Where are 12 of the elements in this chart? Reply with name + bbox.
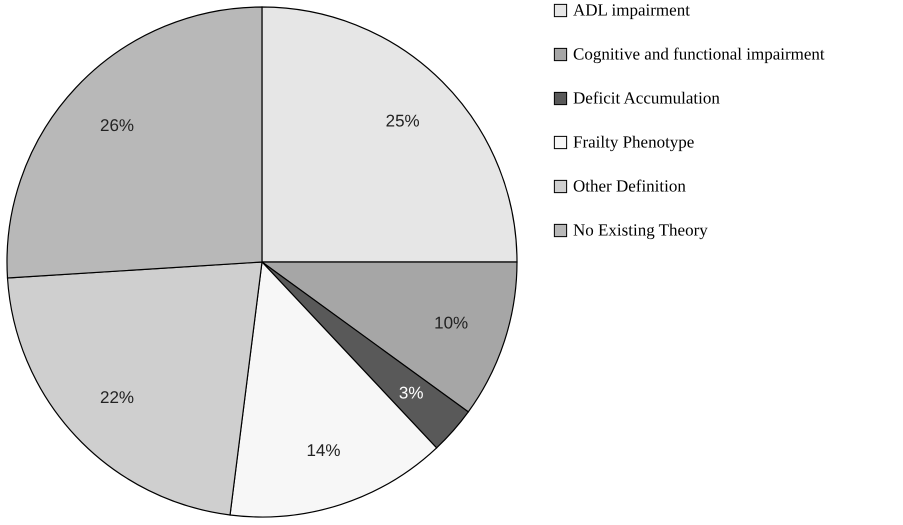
legend-label: Frailty Phenotype xyxy=(573,132,694,152)
legend-label: No Existing Theory xyxy=(573,220,708,240)
legend-label: Cognitive and functional impairment xyxy=(573,44,825,64)
data-label: 10% xyxy=(434,313,468,332)
legend-label: ADL impairment xyxy=(573,0,690,20)
data-label: 14% xyxy=(306,441,340,460)
data-label: 3% xyxy=(398,384,424,403)
data-label: 26% xyxy=(100,116,134,135)
legend-label: Other Definition xyxy=(573,176,686,196)
data-label: 25% xyxy=(386,111,420,130)
legend-label: Deficit Accumulation xyxy=(573,88,720,108)
data-label: 22% xyxy=(100,388,134,408)
